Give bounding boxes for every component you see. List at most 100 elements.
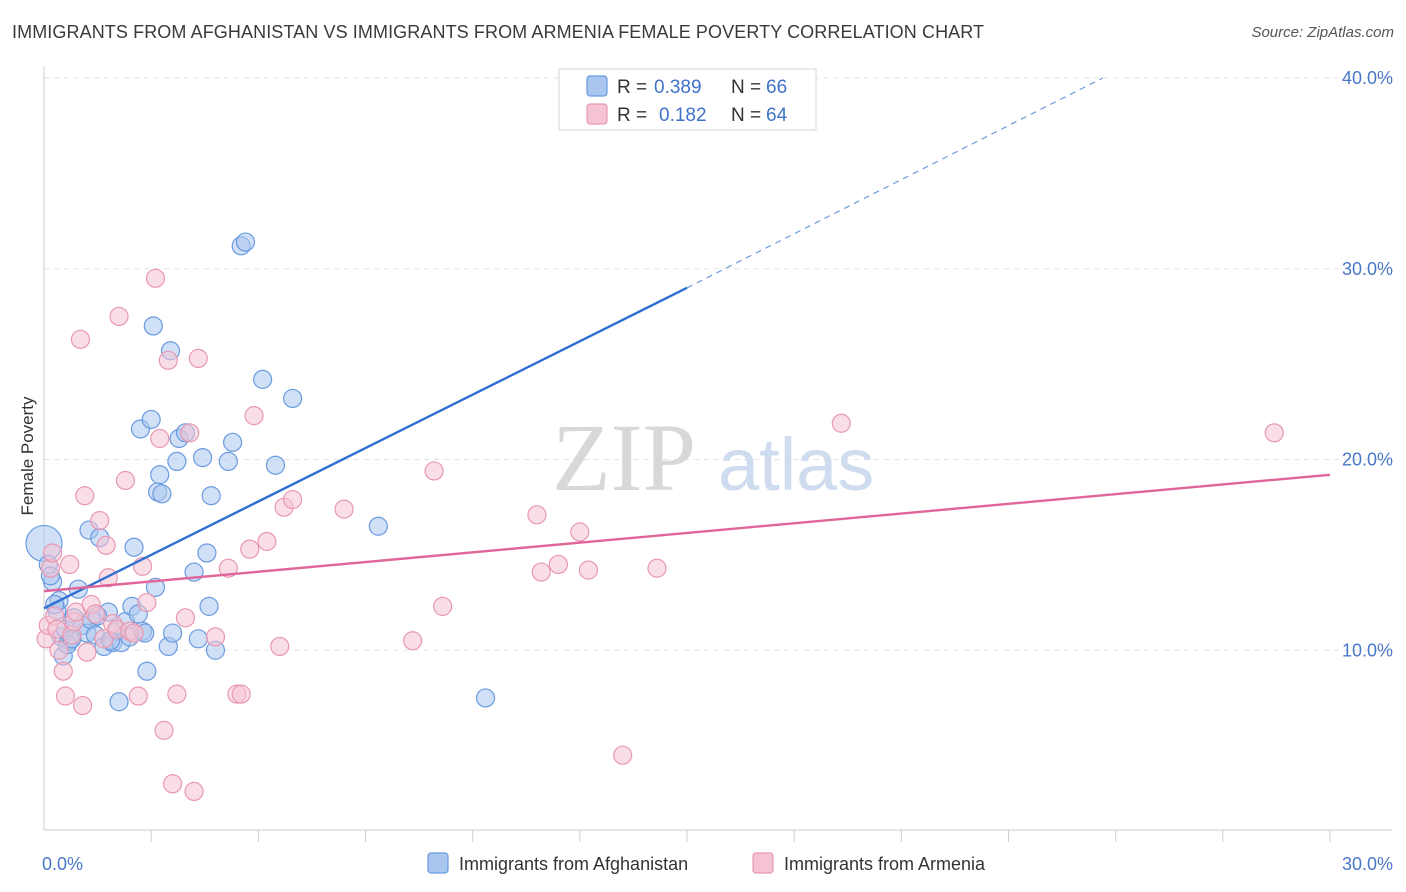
data-point (1264, 423, 1284, 443)
data-point (240, 539, 260, 559)
series-armenia-points (36, 268, 1284, 802)
data-point (145, 268, 166, 288)
data-point (223, 432, 243, 452)
y-tick-label: 40.0% (1342, 68, 1393, 88)
y-axis-label: Female Poverty (18, 396, 37, 516)
data-point (150, 465, 170, 485)
legend-bottom-swatch-afghanistan (427, 852, 449, 874)
data-point (163, 774, 183, 794)
y-tick-label: 20.0% (1342, 450, 1393, 470)
y-tick-labels: 10.0% 20.0% 30.0% 40.0% (1342, 68, 1393, 660)
data-point (270, 636, 290, 657)
legend-r-label-afghanistan: R = (617, 77, 647, 98)
data-point (188, 348, 208, 369)
watermark-atlas: atlas (718, 423, 874, 506)
data-point (77, 642, 97, 662)
data-point (205, 627, 226, 647)
data-point (433, 596, 453, 616)
data-point (548, 554, 569, 575)
data-point (257, 531, 277, 552)
data-point (613, 745, 633, 765)
data-point (283, 489, 303, 510)
data-point (334, 499, 354, 519)
y-tick-label: 10.0% (1342, 640, 1393, 660)
data-point (253, 369, 273, 389)
data-point (531, 562, 551, 582)
data-point (60, 554, 80, 575)
data-point (90, 510, 110, 531)
data-point (143, 316, 163, 336)
data-point (647, 558, 667, 578)
y-tick-label: 30.0% (1342, 259, 1393, 279)
legend-bottom-swatch-armenia (752, 852, 774, 874)
data-point (235, 232, 256, 252)
data-point (85, 604, 106, 624)
legend-swatch-afghanistan (586, 75, 608, 97)
data-point (527, 505, 547, 525)
x-tick-label-max: 30.0% (1342, 854, 1393, 874)
data-point (124, 623, 144, 643)
data-point (167, 684, 187, 704)
data-point (193, 447, 213, 468)
data-point (70, 329, 91, 349)
source-credit: Source: ZipAtlas.com (1251, 24, 1394, 41)
data-point (53, 661, 73, 681)
data-point (152, 484, 172, 504)
trend-line-afghanistan-extension (686, 77, 1104, 289)
data-point (283, 388, 303, 409)
data-point (403, 631, 423, 651)
data-point (137, 661, 157, 681)
data-point (158, 350, 178, 370)
data-point (184, 781, 204, 802)
data-point (49, 640, 69, 660)
data-point (424, 461, 444, 481)
data-point (197, 543, 217, 563)
data-point (137, 592, 157, 613)
data-point (75, 486, 95, 506)
data-point (199, 596, 219, 616)
trend-line-armenia (43, 473, 1331, 593)
data-point (96, 535, 116, 555)
x-tick-label-min: 0.0% (42, 854, 83, 874)
data-point (115, 470, 136, 491)
legend-n-value-afghanistan: 66 (766, 77, 787, 98)
legend-bottom: Immigrants from Afghanistan Immigrants f… (427, 852, 986, 874)
data-point (124, 537, 144, 557)
data-point (570, 522, 590, 542)
legend-n-label-armenia: N = (731, 105, 761, 126)
data-point (55, 686, 76, 706)
data-point (72, 695, 93, 716)
data-point (167, 451, 187, 472)
chart-title: IMMIGRANTS FROM AFGHANISTAN VS IMMIGRANT… (12, 22, 985, 42)
data-point (180, 423, 200, 443)
data-point (218, 558, 238, 578)
grid-lines (44, 77, 1392, 651)
legend-r-value-armenia: 0.182 (659, 105, 707, 126)
trend-line-afghanistan (43, 286, 688, 610)
data-point (66, 602, 86, 622)
data-point (831, 413, 851, 433)
data-point (141, 409, 161, 430)
data-point (145, 577, 166, 597)
data-point (109, 692, 129, 712)
data-point (201, 486, 221, 506)
data-point (368, 516, 388, 536)
data-point (265, 455, 286, 475)
legend-r-value-afghanistan: 0.389 (654, 77, 702, 98)
x-tick-marks (150, 830, 1331, 842)
data-point (150, 428, 170, 449)
data-point (128, 686, 148, 706)
data-point (175, 608, 196, 628)
trend-lines (43, 77, 1331, 610)
legend-bottom-label-afghanistan: Immigrants from Afghanistan (459, 854, 688, 874)
data-point (475, 688, 496, 708)
data-point (188, 629, 208, 649)
data-point (94, 629, 114, 649)
legend-n-label-afghanistan: N = (731, 77, 761, 98)
data-point (42, 543, 63, 563)
watermark-zip: ZIP (552, 404, 696, 511)
data-point (218, 451, 238, 472)
data-point (154, 720, 174, 740)
data-point (578, 560, 599, 580)
